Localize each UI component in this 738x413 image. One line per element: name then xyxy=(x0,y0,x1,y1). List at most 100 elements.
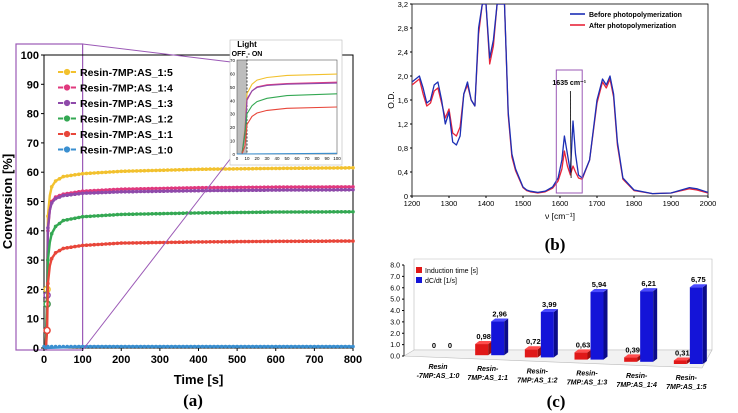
panel-label-b: (b) xyxy=(545,235,566,254)
series-marker-4 xyxy=(285,239,290,244)
series-marker-2 xyxy=(142,189,147,194)
series-marker-0 xyxy=(177,168,181,172)
bar-1 xyxy=(491,321,505,356)
series-marker-5 xyxy=(61,344,66,349)
y-tick-label: 2,0 xyxy=(398,72,408,81)
bar-data-label-0: 0,63 xyxy=(576,340,591,349)
spectrum-line-1 xyxy=(412,4,708,195)
series-marker-0 xyxy=(189,167,193,172)
series-marker-5 xyxy=(285,344,290,349)
series-marker-1 xyxy=(131,187,135,191)
series-marker-2 xyxy=(254,188,259,192)
bar-top-0 xyxy=(673,357,691,361)
series-marker-0 xyxy=(316,166,321,170)
series-marker-1 xyxy=(150,186,154,191)
series-marker-0 xyxy=(243,166,247,171)
zoom-region-box xyxy=(15,43,84,351)
series-marker-4 xyxy=(173,240,178,245)
series-marker-5 xyxy=(335,344,340,349)
series-marker-1 xyxy=(196,185,201,190)
series-marker-3 xyxy=(181,211,185,215)
series-marker-1 xyxy=(246,185,251,190)
legend-swatch-marker xyxy=(63,130,71,138)
bar-side-1 xyxy=(553,309,558,358)
series-marker-5 xyxy=(208,344,212,349)
kinetics-bar-chart: 0.01.02.03.04.05.06.07.08.00 0Resin-7MP:A… xyxy=(390,258,713,411)
series-marker-3 xyxy=(69,217,73,221)
category-label: 7MP:AS_1:2 xyxy=(517,377,558,384)
series-marker-0 xyxy=(212,167,216,171)
peak-annotation: 1635 cm⁻¹ xyxy=(552,80,586,87)
series-marker-3 xyxy=(351,210,355,214)
series-marker-2 xyxy=(65,193,69,197)
series-marker-2 xyxy=(223,188,228,193)
series-marker-0 xyxy=(84,171,89,176)
series-marker-1 xyxy=(285,185,290,189)
series-marker-2 xyxy=(96,190,100,195)
series-marker-3 xyxy=(347,210,351,214)
bar-data-label-0: 0,72 xyxy=(526,337,541,346)
series-marker-5 xyxy=(308,344,313,349)
series-marker-4 xyxy=(100,242,104,247)
series-marker-1 xyxy=(335,185,340,189)
series-marker-1 xyxy=(235,185,239,190)
series-marker-2 xyxy=(262,188,267,192)
y-axis-label: Conversion [%] xyxy=(0,154,15,249)
bar-0 xyxy=(624,357,638,362)
series-marker-3 xyxy=(331,210,336,214)
series-marker-5 xyxy=(219,344,224,349)
series-marker-4 xyxy=(84,243,89,247)
series-marker-4 xyxy=(343,239,348,243)
y-tick-label: 60 xyxy=(27,167,39,179)
series-marker-5 xyxy=(111,344,116,349)
bar-top-1 xyxy=(491,318,509,322)
series-marker-4 xyxy=(142,241,147,245)
bar-data-label-1: 0 xyxy=(448,341,452,350)
series-marker-0 xyxy=(335,166,340,170)
series-marker-2 xyxy=(177,189,181,193)
series-marker-3 xyxy=(316,210,321,214)
series-marker-2 xyxy=(343,188,348,192)
inset-x-tick-label: 90 xyxy=(324,156,330,161)
series-marker-5 xyxy=(107,344,112,349)
series-marker-4 xyxy=(208,240,212,244)
bar-top-0 xyxy=(574,349,592,353)
series-marker-3 xyxy=(239,210,243,215)
series-marker-4 xyxy=(111,241,116,246)
series-marker-2 xyxy=(131,189,135,194)
series-marker-2 xyxy=(239,188,243,193)
series-marker-2 xyxy=(200,188,205,193)
series-marker-2 xyxy=(111,190,116,194)
series-marker-4 xyxy=(77,244,81,248)
inset-y-tick-label: 10 xyxy=(230,139,236,144)
series-marker-4 xyxy=(254,239,259,244)
inset-x-tick-label: 10 xyxy=(244,156,250,161)
series-marker-0 xyxy=(196,167,201,172)
series-marker-0 xyxy=(161,168,166,172)
series-marker-1 xyxy=(115,187,120,192)
series-marker-1 xyxy=(169,186,174,190)
series-marker-1 xyxy=(266,185,270,189)
series-marker-2 xyxy=(246,188,251,193)
series-marker-3 xyxy=(142,212,147,216)
series-marker-3 xyxy=(289,210,294,214)
bar-1 xyxy=(590,292,604,360)
bar-top-1 xyxy=(640,288,658,292)
series-marker-3 xyxy=(161,211,166,216)
series-marker-5 xyxy=(281,344,286,349)
series-marker-3 xyxy=(77,215,81,220)
y-tick-label: 0 xyxy=(33,343,39,355)
series-marker-3 xyxy=(324,210,328,214)
x-axis-label: ν [cm⁻¹] xyxy=(545,211,575,221)
series-marker-2 xyxy=(304,188,309,192)
series-marker-3 xyxy=(227,210,232,215)
series-marker-0 xyxy=(65,174,69,178)
series-marker-2 xyxy=(189,189,193,193)
bar-top-0 xyxy=(524,346,542,350)
series-marker-2 xyxy=(335,188,340,192)
legend-label: Resin-7MP:AS_1:5 xyxy=(80,67,173,79)
series-marker-5 xyxy=(80,344,85,349)
series-marker-5 xyxy=(235,344,239,349)
series-marker-5 xyxy=(115,344,120,349)
series-marker-5 xyxy=(200,344,205,349)
